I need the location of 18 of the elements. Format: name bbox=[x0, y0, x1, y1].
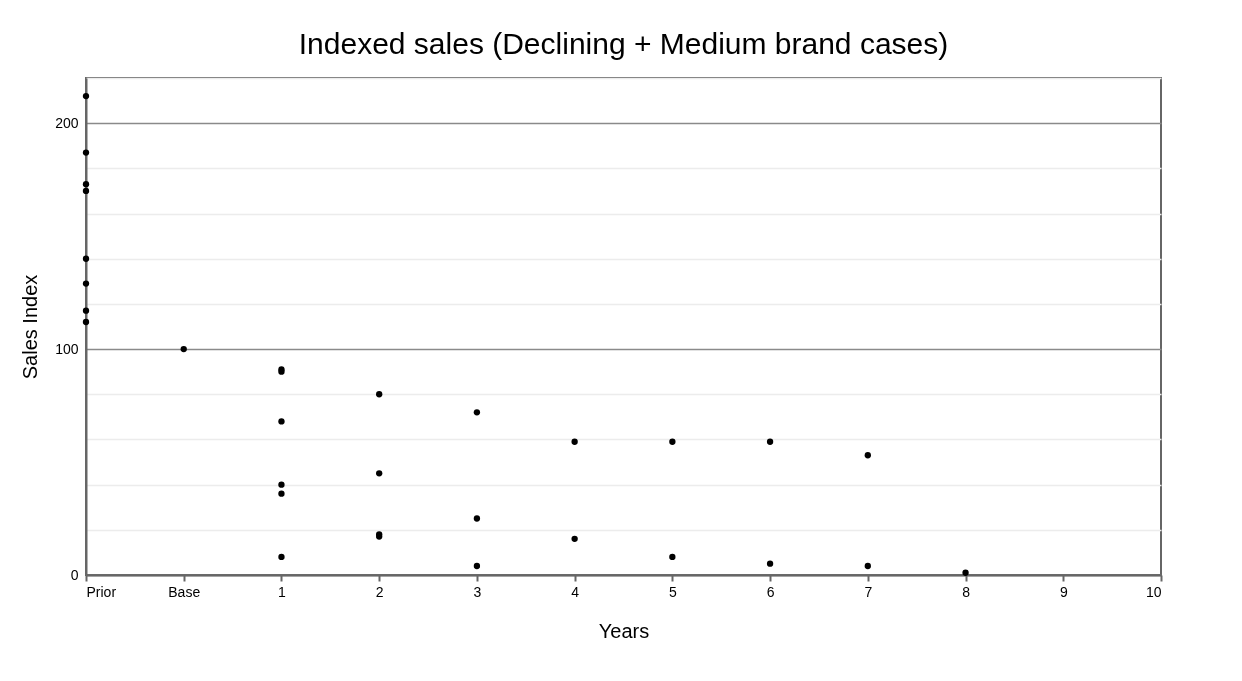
chart-title: Indexed sales (Declining + Medium brand cases) bbox=[298, 27, 949, 60]
x-tick-label: 6 bbox=[766, 583, 775, 600]
y-axis-title: Sales Index bbox=[19, 274, 42, 380]
x-tick-label: 4 bbox=[571, 583, 580, 600]
x-tick-label: 2 bbox=[375, 583, 384, 600]
y-tick-label: 200 bbox=[55, 114, 79, 131]
x-tick-label: Base bbox=[168, 583, 201, 600]
x-tick-label: 5 bbox=[668, 583, 677, 600]
x-tick-label: 3 bbox=[473, 583, 482, 600]
x-tick-label: 8 bbox=[962, 583, 971, 600]
x-tick-label: 7 bbox=[864, 583, 873, 600]
x-tick-label: 10 bbox=[1145, 583, 1162, 600]
x-axis-title: Years bbox=[598, 619, 650, 642]
y-tick-label: 0 bbox=[70, 566, 79, 583]
x-tick-label: Prior bbox=[86, 583, 117, 600]
x-tick-label: 9 bbox=[1059, 583, 1068, 600]
y-tick-label: 100 bbox=[55, 340, 79, 357]
x-tick-label: 1 bbox=[278, 583, 287, 600]
